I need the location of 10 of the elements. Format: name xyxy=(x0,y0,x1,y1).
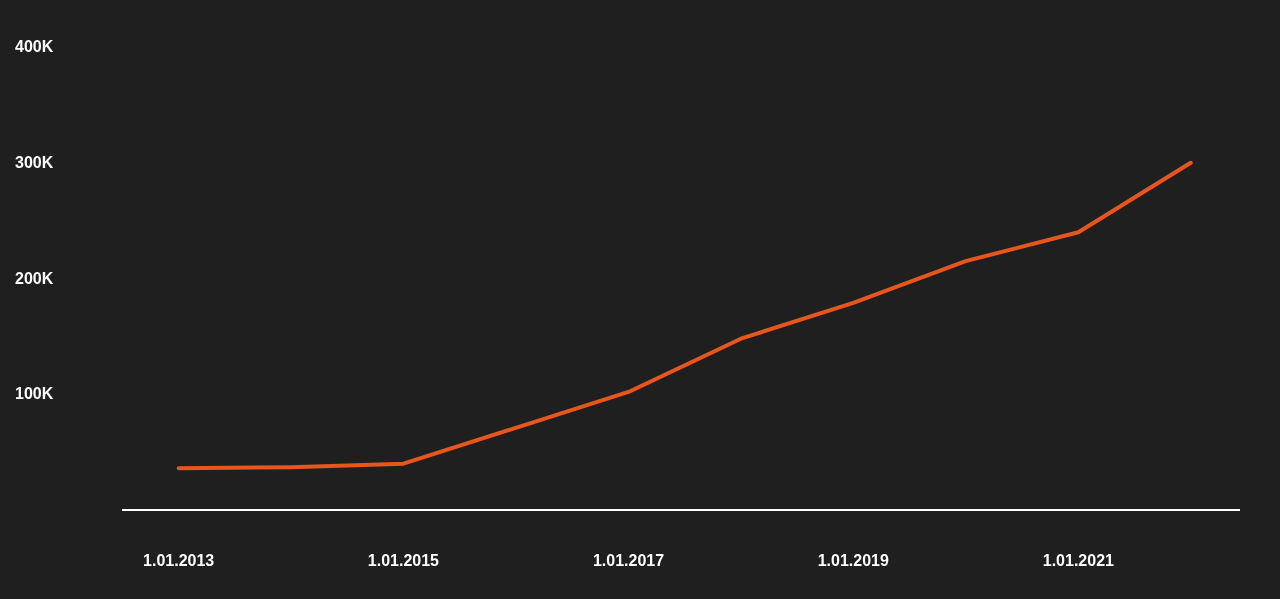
x-tick-label: 1.01.2015 xyxy=(367,552,440,569)
x-tick-label: 1.01.2021 xyxy=(1042,552,1115,569)
line-series xyxy=(176,160,1193,471)
y-tick-label: 300K xyxy=(15,153,54,171)
x-tick-label: 1.01.2013 xyxy=(143,552,215,569)
y-tick-label: 400K xyxy=(15,38,54,55)
y-tick-label: 100K xyxy=(15,385,54,403)
y-tick-label: 200K xyxy=(15,269,54,287)
x-tick-label: 1.01.2019 xyxy=(817,552,889,569)
x-tick-label: 1.01.2017 xyxy=(592,552,665,569)
